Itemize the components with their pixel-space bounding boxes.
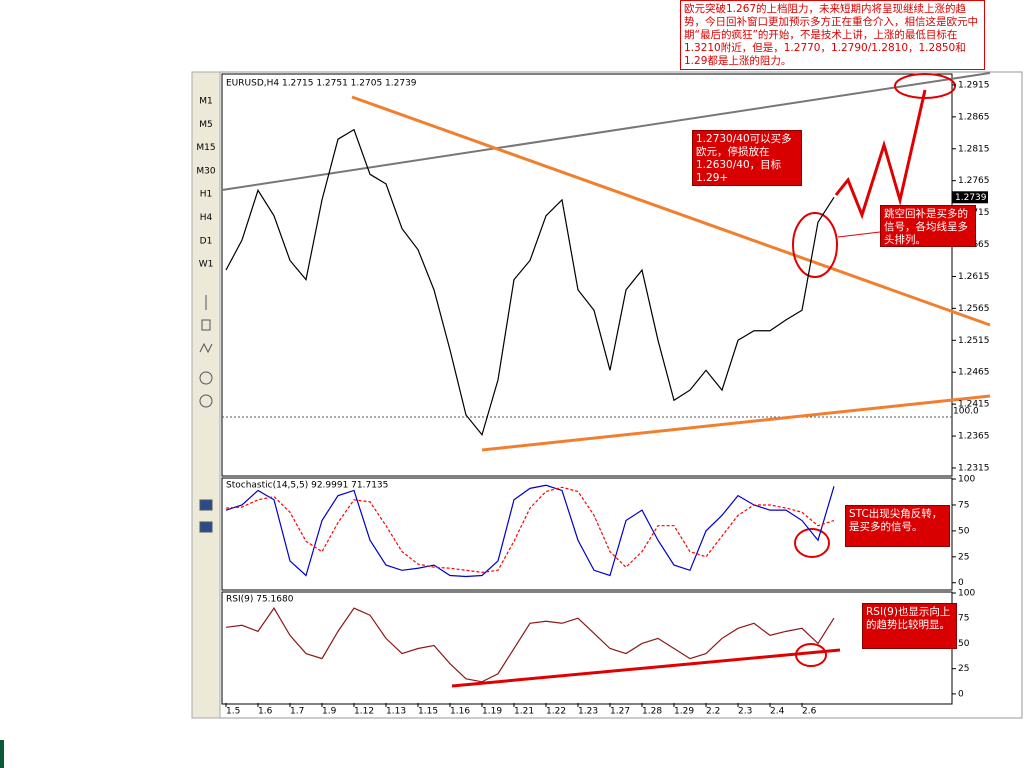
x-tick-label: 1.7 — [290, 707, 304, 717]
y-tick-label: 100 — [958, 475, 975, 485]
x-tick-label: 1.19 — [482, 707, 502, 717]
x-tick-label: 1.23 — [578, 707, 598, 717]
period-button[interactable]: D1 — [200, 236, 213, 246]
panel-title: RSI(9) 75.1680 — [226, 595, 294, 605]
note-main: 欧元突破1.267的上档阻力，未来短期内将呈现继续上涨的趋势，今日回补窗口更加预… — [680, 0, 985, 70]
y-tick-label: 1.2415 — [958, 400, 990, 410]
price-tag-label: 1.2739 — [955, 193, 987, 203]
x-tick-label: 1.9 — [322, 707, 337, 717]
y-tick-label: 0 — [958, 578, 964, 588]
x-tick-label: 1.6 — [258, 707, 273, 717]
price-tag — [952, 191, 988, 204]
toolbar-icons — [199, 295, 213, 533]
period-button[interactable]: W1 — [199, 260, 214, 270]
y-tick-label: 0 — [958, 689, 964, 699]
series-line — [225, 607, 835, 683]
x-tick-label: 1.5 — [226, 707, 240, 717]
x-tick-label: 1.13 — [386, 707, 406, 717]
y-tick-label: 75 — [958, 500, 969, 510]
note-gap: 跳空回补是买多的信号，各均线呈多头排列。 — [880, 205, 976, 247]
period-button[interactable]: M5 — [199, 120, 213, 130]
x-tick-label: 1.15 — [418, 707, 438, 717]
panel-title: EURUSD,H4 1.2715 1.2751 1.2705 1.2739 — [226, 79, 417, 89]
panel-title: Stochastic(14,5,5) 92.9991 71.7135 — [226, 481, 388, 491]
x-tick-label: 2.2 — [706, 707, 720, 717]
y-tick-label: 75 — [958, 614, 969, 624]
x-tick-label: 1.22 — [546, 707, 566, 717]
y-tick-label: 50 — [958, 639, 970, 649]
x-tick-label: 1.27 — [610, 707, 630, 717]
series-line — [225, 484, 835, 578]
y-tick-label: 50 — [958, 526, 970, 536]
price-panel — [221, 73, 953, 477]
series-line — [225, 486, 835, 573]
note-stc: STC出现尖角反转，是买多的信号。 — [845, 505, 950, 547]
x-tick-label: 1.29 — [674, 707, 694, 717]
y-tick-label: 25 — [958, 552, 969, 562]
x-tick-label: 1.28 — [642, 707, 662, 717]
trend-lines — [221, 72, 991, 688]
period-button[interactable]: M15 — [196, 143, 215, 153]
y-tick-label: 1.2915 — [958, 80, 990, 90]
y-tick-label: 1.2365 — [958, 432, 990, 442]
y-tick-label: 1.2515 — [958, 336, 990, 346]
y-tick-label: 100 — [958, 589, 975, 599]
y-tick-label: 1.2465 — [958, 368, 990, 378]
note-rsi: RSI(9)也显示向上的趋势比较明显。 — [862, 603, 957, 649]
edge — [0, 740, 4, 768]
x-tick-label: 2.6 — [802, 707, 817, 717]
series-line — [225, 128, 835, 437]
y-tick-label: 25 — [958, 664, 969, 674]
x-tick-label: 1.12 — [354, 707, 374, 717]
x-tick-label: 2.4 — [770, 707, 785, 717]
x-tick-label: 1.16 — [450, 707, 470, 717]
period-button[interactable]: H4 — [200, 213, 213, 223]
y-tick-label: 1.2615 — [958, 272, 990, 282]
x-tick-label: 1.21 — [514, 707, 534, 717]
period-button[interactable]: H1 — [200, 190, 213, 200]
x-tick-label: 2.3 — [738, 707, 752, 717]
y-tick-label: 1.2315 — [958, 463, 990, 473]
y-tick-label: 1.2565 — [958, 304, 990, 314]
y-tick-label: 1.2865 — [958, 112, 990, 122]
period-button[interactable]: M1 — [199, 97, 213, 107]
stoch-panel — [221, 477, 953, 591]
y-tick-label: 1.2815 — [958, 144, 990, 154]
y-tick-label: 1.2765 — [958, 176, 990, 186]
period-button[interactable]: M30 — [196, 166, 215, 176]
note-buy: 1.2730/40可以买多欧元，停损放在1.2630/40，目标1.29+ — [692, 130, 802, 186]
level-label: 100.0 — [953, 407, 979, 417]
